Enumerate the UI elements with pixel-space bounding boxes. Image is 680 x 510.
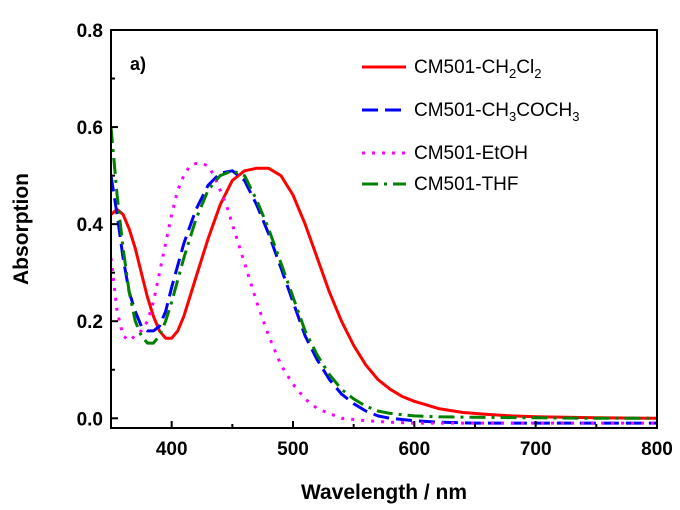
plot-frame	[110, 29, 658, 429]
legend-label: CM501-CH3COCH3	[414, 100, 579, 124]
x-tick-label: 700	[520, 439, 552, 460]
y-axis-label: Absorption	[10, 173, 33, 285]
panel-label: a)	[130, 54, 146, 74]
series-line-1	[111, 169, 657, 425]
y-axis: 0.0 0.2 0.4 0.6 0.8	[77, 21, 118, 430]
y-tick-label: 0.8	[77, 21, 103, 42]
x-tick-label: 800	[641, 439, 673, 460]
x-axis: 400 500 600 700 800	[110, 421, 673, 460]
series-line-3	[111, 126, 657, 420]
y-tick-label: 0.0	[77, 409, 103, 430]
x-tick-label: 400	[156, 439, 188, 460]
x-tick-label: 500	[277, 439, 309, 460]
legend: CM501-CH2Cl2 CM501-CH3COCH3 CM501-EtOH CM50…	[362, 57, 579, 195]
y-tick-label: 0.2	[77, 312, 103, 333]
y-tick-label: 0.6	[77, 118, 103, 139]
series-layer	[111, 126, 657, 425]
legend-label: CM501-EtOH	[414, 143, 528, 164]
legend-label: CM501-THF	[414, 174, 519, 195]
y-tick-label: 0.4	[77, 215, 104, 236]
series-line-2	[111, 162, 657, 425]
x-axis-label: Wavelength / nm	[301, 481, 467, 504]
x-tick-label: 600	[398, 439, 430, 460]
legend-label: CM501-CH2Cl2	[414, 57, 541, 81]
series-line-0	[111, 166, 657, 420]
